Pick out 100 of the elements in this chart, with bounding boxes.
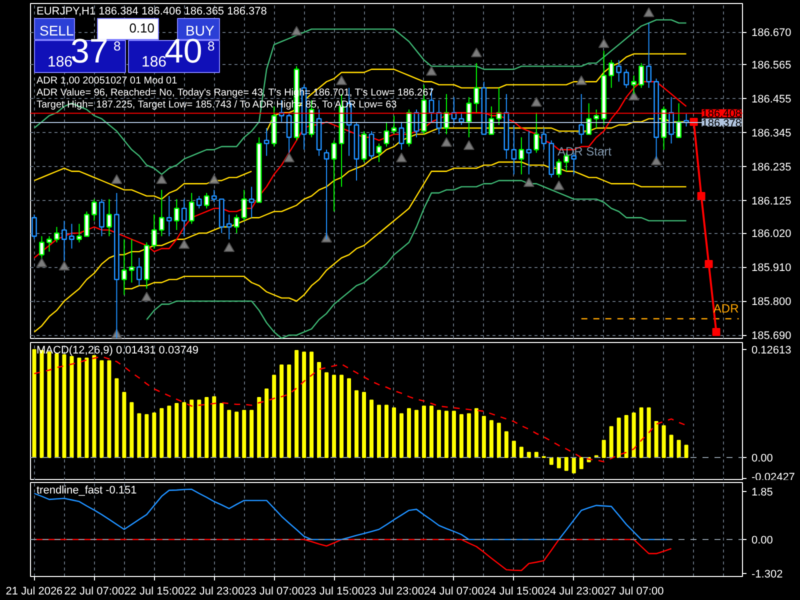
ref-line-label: 186.378 bbox=[702, 117, 742, 130]
bar bbox=[234, 412, 239, 458]
candlestick bbox=[638, 62, 644, 88]
candlestick bbox=[204, 192, 210, 209]
candlestick bbox=[578, 94, 584, 144]
candlestick bbox=[248, 186, 254, 218]
candlestick bbox=[151, 214, 157, 250]
line-series bbox=[124, 161, 687, 302]
bar bbox=[204, 397, 209, 458]
bar bbox=[122, 392, 126, 458]
candlestick bbox=[264, 128, 270, 156]
chart-title: EURJPY,H1 186.384 186.406 186.365 186.378 bbox=[36, 6, 267, 18]
candlestick bbox=[608, 60, 614, 88]
bar bbox=[77, 358, 82, 458]
chart-title: trendline_fast -0.151 bbox=[36, 484, 137, 496]
candlestick bbox=[526, 130, 532, 175]
candlestick bbox=[46, 236, 52, 252]
candlestick bbox=[211, 189, 217, 203]
bar bbox=[264, 388, 269, 458]
point bbox=[470, 48, 482, 58]
bar bbox=[632, 412, 636, 458]
point bbox=[156, 174, 168, 184]
annotation: 8 bbox=[208, 38, 215, 54]
candlestick bbox=[631, 75, 637, 95]
candlestick bbox=[166, 196, 172, 237]
line-series bbox=[34, 356, 687, 462]
bar bbox=[100, 360, 104, 458]
point bbox=[643, 7, 654, 18]
point bbox=[440, 137, 452, 147]
bar bbox=[609, 426, 614, 458]
candlestick bbox=[324, 149, 330, 240]
bar bbox=[332, 374, 336, 458]
y-tick-label: 186.345 bbox=[752, 128, 792, 140]
bar bbox=[160, 408, 164, 458]
candlestick bbox=[188, 192, 194, 224]
candlestick bbox=[668, 96, 674, 144]
candlestick bbox=[181, 198, 187, 237]
bar bbox=[280, 364, 284, 458]
bar bbox=[452, 410, 456, 458]
bar bbox=[399, 413, 404, 458]
bar bbox=[370, 400, 374, 458]
y-tick-label: 0.12613 bbox=[752, 344, 792, 356]
bar bbox=[662, 425, 666, 458]
bar bbox=[242, 410, 246, 458]
candlestick bbox=[54, 226, 60, 243]
candlestick bbox=[391, 115, 397, 135]
bar bbox=[624, 415, 628, 458]
bar bbox=[684, 444, 688, 458]
y-tick-label: 185.690 bbox=[752, 330, 792, 342]
bar bbox=[466, 413, 471, 458]
candlestick bbox=[174, 198, 180, 231]
point bbox=[178, 239, 190, 249]
bar bbox=[130, 402, 134, 458]
bar bbox=[444, 410, 448, 458]
candlestick bbox=[384, 121, 390, 148]
bar bbox=[272, 374, 276, 458]
y-tick-label: 185.800 bbox=[752, 296, 792, 308]
bar bbox=[317, 362, 322, 458]
bar bbox=[392, 407, 396, 458]
bar bbox=[167, 406, 172, 458]
point bbox=[650, 156, 662, 166]
bar bbox=[646, 407, 651, 458]
x-tick-label: 23 Jul 15:00 bbox=[304, 586, 364, 598]
y-tick-label: 186.235 bbox=[752, 162, 792, 174]
bar bbox=[526, 452, 531, 458]
point bbox=[553, 180, 564, 190]
candlestick bbox=[616, 60, 622, 82]
bar bbox=[114, 378, 119, 458]
bar bbox=[474, 408, 478, 458]
bar bbox=[556, 456, 561, 468]
bar bbox=[32, 349, 36, 458]
bar bbox=[549, 456, 554, 465]
bar bbox=[639, 407, 644, 458]
bar bbox=[512, 440, 516, 458]
candlestick bbox=[241, 189, 247, 222]
bar bbox=[579, 456, 584, 470]
point bbox=[523, 177, 534, 188]
y-tick-label: 186.670 bbox=[752, 27, 792, 40]
candlestick bbox=[69, 223, 74, 250]
point bbox=[224, 242, 235, 252]
bar bbox=[564, 456, 568, 471]
candlestick bbox=[376, 142, 382, 163]
x-tick-label: 22 Jul 07:00 bbox=[64, 586, 124, 598]
candlestick bbox=[128, 238, 134, 284]
bar bbox=[414, 410, 418, 458]
bar bbox=[654, 421, 658, 458]
chart-title: MACD(12,26,9) 0.01431 0.03749 bbox=[36, 344, 199, 356]
x-tick-label: 22 Jul 23:00 bbox=[184, 586, 244, 598]
candlestick bbox=[496, 87, 502, 126]
bar bbox=[197, 400, 202, 458]
x-tick-label: 24 Jul 07:00 bbox=[424, 586, 484, 598]
candlestick bbox=[121, 238, 127, 296]
bar bbox=[354, 390, 359, 458]
bar bbox=[377, 404, 382, 458]
y-tick-label: 185.910 bbox=[752, 262, 792, 274]
candlestick bbox=[398, 121, 404, 150]
bar bbox=[504, 431, 508, 458]
candlestick bbox=[234, 214, 240, 234]
candlestick bbox=[196, 196, 202, 209]
point bbox=[598, 38, 610, 48]
